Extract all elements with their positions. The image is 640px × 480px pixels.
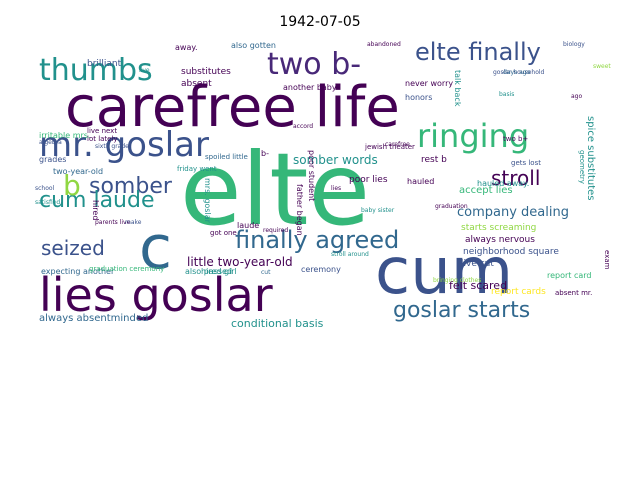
cloud-word: accord xyxy=(293,123,314,130)
cloud-word: sweet xyxy=(593,63,611,70)
cloud-word: thumbs xyxy=(39,53,153,88)
cloud-word: ago xyxy=(571,93,583,100)
cloud-word: expecting another xyxy=(41,267,115,276)
cloud-word: algebra xyxy=(39,139,62,146)
cloud-word: absent xyxy=(181,79,212,89)
cloud-word: spoiled little xyxy=(205,153,248,161)
cloud-word: c xyxy=(139,213,172,283)
cloud-word: elte xyxy=(180,131,371,248)
cloud-word: lot lately xyxy=(87,135,118,143)
cloud-word: felt scared xyxy=(449,279,508,292)
cloud-word: parents live xyxy=(95,219,131,226)
cloud-word: elte finally xyxy=(415,40,541,66)
cloud-word: b xyxy=(63,169,81,202)
cloud-word: live cut xyxy=(461,259,494,269)
cloud-word: two b+ xyxy=(503,135,529,143)
cloud-word: stroll around xyxy=(331,251,369,258)
cloud-word: father began xyxy=(295,184,304,236)
cloud-word: basis xyxy=(499,91,515,98)
cloud-word: mr. goslar xyxy=(39,125,209,165)
cloud-word: grades xyxy=(39,155,67,164)
cloud-word: laude xyxy=(237,221,260,230)
cloud-word: jewish theater xyxy=(365,143,415,151)
cloud-word: got one xyxy=(210,229,237,237)
cloud-word: lies goslar xyxy=(39,268,273,322)
cloud-word: starts screaming xyxy=(461,223,537,233)
cloud-word: hauled away. xyxy=(477,179,530,188)
cloud-word: little two-year-old xyxy=(187,255,293,269)
cloud-word: honors xyxy=(405,93,433,102)
cloud-word: goslar household xyxy=(493,69,545,76)
cloud-word: seized xyxy=(41,236,105,260)
cloud-word: substitutes xyxy=(181,67,231,77)
cloud-word: days ago xyxy=(503,69,531,76)
cloud-word: lies xyxy=(331,185,342,192)
cloud-word: abandoned xyxy=(367,41,401,48)
cloud-word: rest b xyxy=(421,155,447,165)
cloud-word: never worry xyxy=(405,79,454,88)
cloud-word: ceremony xyxy=(301,265,341,274)
cloud-word: cut xyxy=(261,269,271,276)
cloud-word: report cards xyxy=(491,287,546,297)
cloud-word: somber words xyxy=(293,153,378,167)
cloud-word: accept lies xyxy=(459,185,513,196)
cloud-word: baby sister xyxy=(361,207,395,214)
cloud-word: stroll xyxy=(491,166,541,190)
cloud-word: biology xyxy=(563,41,585,48)
cloud-word: sixth grade xyxy=(95,143,129,150)
cloud-word: cum laude xyxy=(39,188,155,213)
cloud-word: carefree life xyxy=(65,75,400,140)
cloud-word: hired girl xyxy=(201,267,237,276)
cloud-word: another baby xyxy=(283,83,337,92)
cloud-word: absent mr. xyxy=(555,289,593,297)
cloud-word: report card xyxy=(547,271,592,280)
cloud-word: bringing clothes xyxy=(433,277,482,284)
cloud-word: graduation ceremony xyxy=(89,265,165,273)
cloud-word: exam xyxy=(603,250,611,270)
cloud-word: neighborhood square xyxy=(463,247,559,257)
cloud-word: carefree xyxy=(385,141,410,148)
cloud-word: always absentminded xyxy=(39,313,149,324)
cloud-word: friday went xyxy=(177,165,217,173)
cloud-word: make xyxy=(125,219,142,226)
cloud-word: cum xyxy=(375,235,514,309)
cloud-word: hired xyxy=(91,200,100,221)
figure-title: 1942-07-05 xyxy=(279,14,361,30)
cloud-word: away. xyxy=(175,43,198,52)
cloud-word: required xyxy=(263,227,289,234)
cloud-word: live xyxy=(139,67,150,74)
cloud-word: finally agreed xyxy=(235,226,400,254)
cloud-word: ringing xyxy=(417,117,530,155)
cloud-word: mrs. goslar xyxy=(203,178,212,223)
cloud-word: live next xyxy=(87,127,118,135)
cloud-word: graduation xyxy=(435,203,468,210)
cloud-word: two-year-old xyxy=(53,167,104,176)
cloud-word: somber xyxy=(89,174,172,199)
cloud-word: hauled xyxy=(407,177,435,186)
cloud-word: also gotten xyxy=(231,41,276,50)
cloud-word: poor lies xyxy=(349,175,388,185)
cloud-word: talk back xyxy=(453,70,462,107)
cloud-word: satisfied xyxy=(35,199,61,206)
word-cloud: elte carefree life cum lies goslar c mr.… xyxy=(35,40,615,330)
cloud-word: irritable mrs. xyxy=(39,131,91,140)
cloud-word: also passed xyxy=(185,267,233,276)
cloud-word: goslar starts xyxy=(393,298,531,323)
cloud-word: school xyxy=(35,185,55,192)
cloud-word: spice substitutes xyxy=(585,116,596,201)
cloud-word: always nervous xyxy=(465,235,535,245)
cloud-word: b- xyxy=(261,149,269,158)
cloud-word: brilliant xyxy=(87,59,122,69)
cloud-word: poor student xyxy=(307,150,316,202)
cloud-word: two b- xyxy=(267,47,362,82)
cloud-word: conditional basis xyxy=(231,317,324,330)
cloud-word: gets lost xyxy=(511,159,541,167)
cloud-word: company dealing xyxy=(457,205,569,220)
cloud-word: geometry xyxy=(578,150,586,184)
